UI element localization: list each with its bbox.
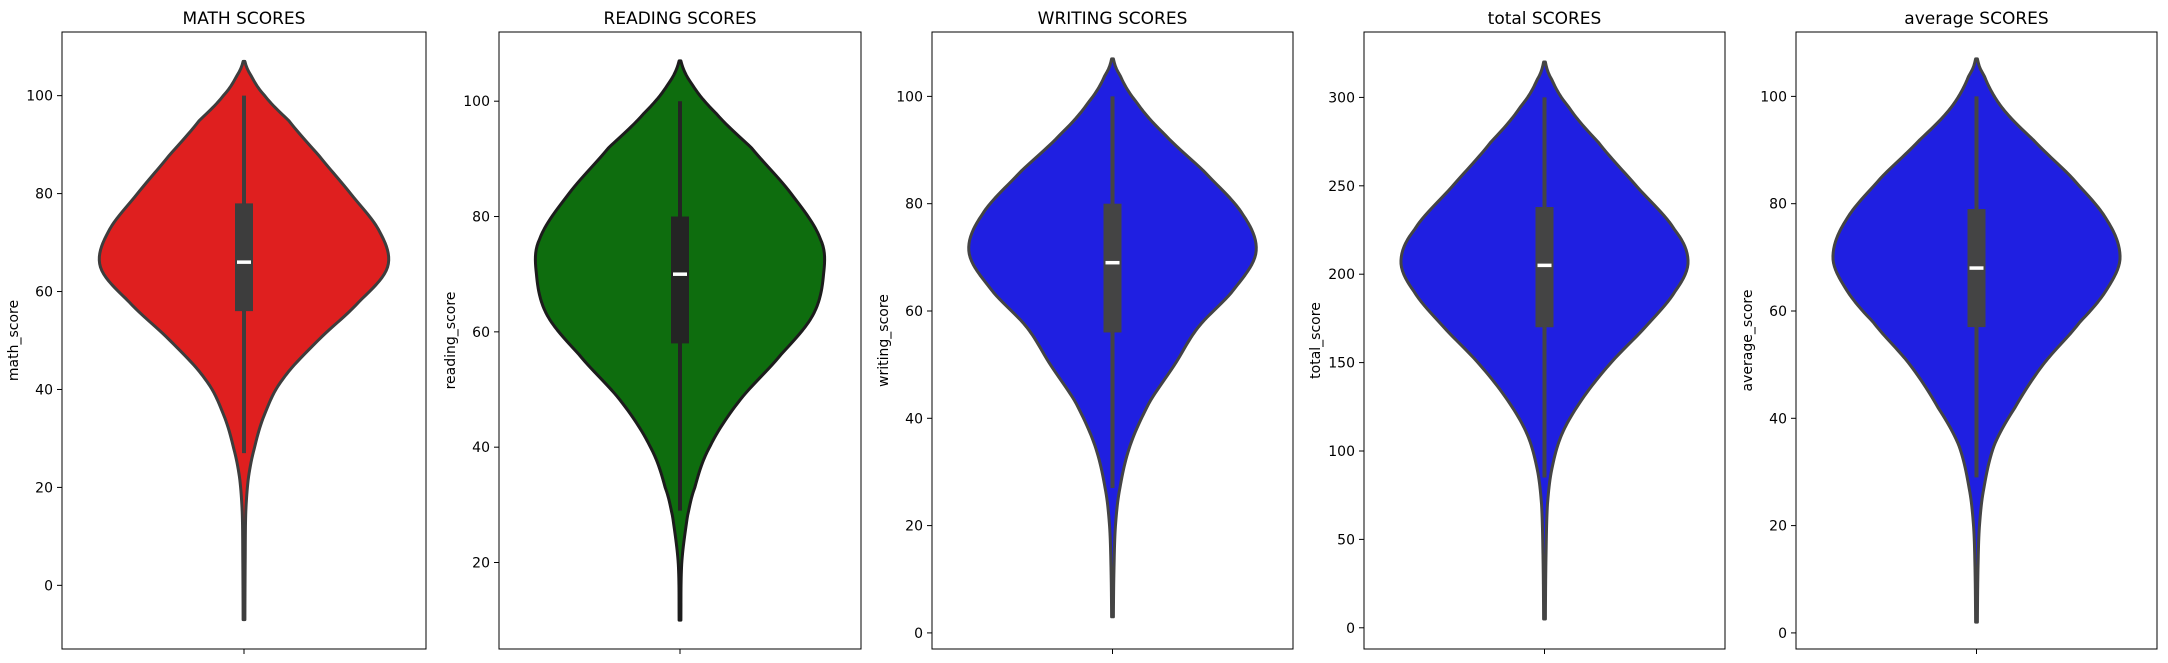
y-axis-label: total_score: [1308, 302, 1324, 379]
y-tick-label: 20: [35, 480, 53, 496]
reading-scores-panel: READING SCORES reading_score 20 40 60 80 100: [443, 9, 862, 654]
y-tick-label: 0: [1346, 621, 1355, 637]
y-tick-label: 60: [905, 304, 923, 320]
y-tick-label: 0: [1778, 626, 1787, 642]
y-tick-label: 40: [472, 440, 490, 456]
chart-title: MATH SCORES: [183, 9, 306, 29]
y-tick-label: 100: [463, 94, 490, 110]
chart-title: average SCORES: [1904, 9, 2048, 29]
y-tick-label: 20: [472, 556, 490, 572]
plot-area: 0 50 100 150 200 250 300: [1328, 31, 1726, 654]
y-tick-label: 100: [896, 89, 923, 105]
chart-title: total SCORES: [1488, 9, 1602, 29]
y-tick-label: 300: [1328, 90, 1355, 106]
iqr-box: [671, 216, 689, 344]
y-tick-label: 20: [905, 519, 923, 535]
math-scores-panel: MATH SCORES math_score 0 20 40 60 80 100: [6, 9, 427, 654]
y-axis-label: writing_score: [876, 294, 892, 387]
y-tick-label: 40: [1769, 411, 1787, 427]
total-scores-panel: total SCORES total_score 0 50 100 150 200 250…: [1308, 9, 1726, 654]
y-tick-label: 80: [1769, 197, 1787, 213]
y-axis-label: average_score: [1740, 290, 1756, 392]
plot-area: 0 20 40 60 80 100: [1760, 31, 2158, 654]
plot-area: 20 40 60 80 100: [463, 31, 862, 654]
y-tick-label: 40: [35, 382, 53, 398]
y-tick-label: 60: [1769, 304, 1787, 320]
y-tick-label: 50: [1337, 532, 1355, 548]
y-tick-label: 80: [472, 210, 490, 226]
y-tick-label: 0: [44, 578, 53, 594]
iqr-box: [235, 203, 253, 312]
writing-scores-panel: WRITING SCORES writing_score 0 20 40 60 80 10…: [876, 9, 1294, 654]
y-tick-label: 60: [472, 325, 490, 341]
y-tick-label: 40: [905, 411, 923, 427]
y-tick-label: 250: [1328, 179, 1355, 195]
y-axis-label: reading_score: [443, 292, 459, 390]
average-scores-panel: average SCORES average_score 0 20 40 60 80 10…: [1740, 9, 2158, 654]
y-tick-label: 200: [1328, 267, 1355, 283]
y-tick-label: 150: [1328, 356, 1355, 372]
y-tick-label: 60: [35, 285, 53, 301]
iqr-box: [1103, 203, 1122, 333]
plot-area: 0 20 40 60 80 100: [26, 31, 427, 654]
plot-area: 0 20 40 60 80 100: [896, 31, 1294, 654]
iqr-box: [1535, 207, 1554, 328]
y-axis-label: math_score: [6, 300, 22, 381]
y-tick-label: 100: [1760, 89, 1787, 105]
y-tick-label: 80: [905, 197, 923, 213]
y-tick-label: 0: [914, 626, 923, 642]
y-tick-label: 80: [35, 187, 53, 203]
y-tick-label: 100: [26, 89, 53, 105]
y-tick-label: 20: [1769, 519, 1787, 535]
y-tick-label: 100: [1328, 444, 1355, 460]
chart-title: READING SCORES: [604, 9, 757, 29]
chart-title: WRITING SCORES: [1038, 9, 1188, 29]
